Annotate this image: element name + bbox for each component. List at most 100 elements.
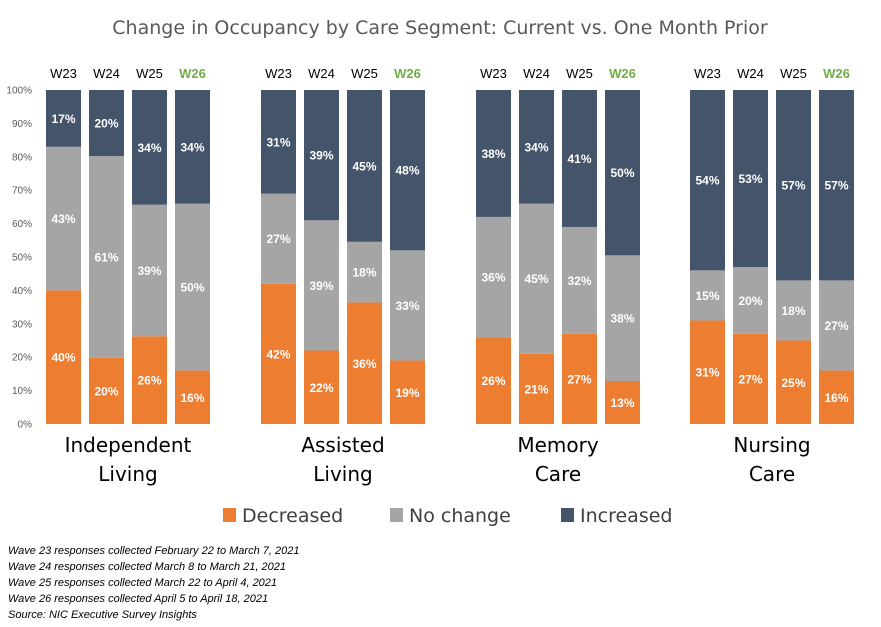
wave-label: W23: [694, 66, 721, 81]
wave-label: W23: [265, 66, 292, 81]
bar-segment-increased: [46, 90, 81, 147]
wave-label: W25: [136, 66, 163, 81]
data-label: 36%: [352, 357, 376, 371]
data-label: 39%: [137, 264, 161, 278]
bar-segment-no-change: [89, 156, 124, 358]
bar-segment-no-change: [819, 280, 854, 371]
care-segment-label: Care: [535, 462, 581, 486]
bar-segment-no-change: [261, 193, 296, 284]
bar-segment-increased: [776, 90, 811, 281]
data-label: 21%: [524, 382, 548, 396]
y-tick-label: 20%: [12, 353, 32, 364]
data-label: 32%: [567, 274, 591, 288]
bar-segment-decreased: [132, 336, 167, 424]
data-label: 27%: [567, 372, 591, 386]
data-label: 41%: [567, 152, 591, 166]
bar-segment-no-change: [390, 250, 425, 361]
data-label: 40%: [51, 351, 75, 365]
bar-segment-no-change: [562, 226, 597, 334]
wave-label: W24: [737, 66, 764, 81]
stacked-bar-chart: Change in Occupancy by Care Segment: Cur…: [6, 17, 854, 527]
bar-segment-decreased: [304, 350, 339, 424]
data-label: 34%: [524, 140, 548, 154]
footnote-wave-23: Wave 23 responses collected February 22 …: [8, 545, 300, 557]
bar-segment-decreased: [776, 340, 811, 424]
bar-segment-increased: [89, 90, 124, 157]
footnote-wave-26: Wave 26 responses collected April 5 to A…: [8, 593, 269, 605]
data-label: 18%: [781, 304, 805, 318]
data-label: 20%: [94, 117, 118, 131]
data-label: 19%: [395, 386, 419, 400]
y-tick-label: 50%: [12, 253, 32, 264]
data-label: 18%: [352, 266, 376, 280]
bar-segment-increased: [562, 90, 597, 227]
data-label: 27%: [266, 232, 290, 246]
data-label: 54%: [695, 174, 719, 188]
data-label: 61%: [94, 251, 118, 265]
y-tick-label: 30%: [12, 319, 32, 330]
bar-segment-no-change: [519, 203, 554, 354]
legend: Decreased No change Increased: [223, 505, 672, 527]
data-label: 20%: [94, 384, 118, 398]
legend-label-increased: Increased: [580, 505, 672, 527]
bar-segment-decreased: [347, 302, 382, 424]
bar-segment-increased: [175, 90, 210, 204]
bar-segment-no-change: [304, 220, 339, 351]
footnote-wave-24: Wave 24 responses collected March 8 to M…: [8, 561, 287, 573]
bar-segment-decreased: [46, 290, 81, 424]
data-label: 50%: [610, 166, 634, 180]
data-label: 27%: [824, 319, 848, 333]
bar-segment-increased: [819, 90, 854, 281]
data-label: 50%: [180, 281, 204, 295]
bar-segment-increased: [347, 90, 382, 242]
chart-title: Change in Occupancy by Care Segment: Cur…: [112, 17, 768, 39]
bar-segment-no-change: [690, 270, 725, 321]
bar-segment-increased: [733, 90, 768, 268]
data-label: 57%: [781, 179, 805, 193]
bar-segment-increased: [132, 90, 167, 205]
data-label: 38%: [610, 312, 634, 326]
bar-segment-decreased: [562, 333, 597, 424]
bar-segment-decreased: [605, 381, 640, 424]
care-segment-label: Assisted: [301, 433, 384, 457]
y-tick-label: 80%: [12, 152, 32, 163]
y-tick-label: 70%: [12, 186, 32, 197]
data-label: 31%: [695, 366, 719, 380]
bar-segment-no-change: [132, 204, 167, 337]
data-label: 48%: [395, 164, 419, 178]
bar-segment-no-change: [733, 267, 768, 334]
wave-label: W24: [523, 66, 550, 81]
data-label: 31%: [266, 135, 290, 149]
data-label: 26%: [137, 374, 161, 388]
bar-segment-increased: [261, 90, 296, 194]
bar-segment-no-change: [605, 255, 640, 382]
data-label: 27%: [738, 372, 762, 386]
y-axis: 0% 10% 20% 30% 40% 50% 60% 70% 80% 90% 100%: [6, 86, 32, 431]
wave-label: W23: [480, 66, 507, 81]
y-tick-label: 40%: [12, 286, 32, 297]
bar-segment-no-change: [476, 216, 511, 338]
bar-segment-decreased: [261, 283, 296, 424]
care-segment-label: Memory: [517, 433, 599, 457]
data-label: 42%: [266, 347, 290, 361]
y-tick-label: 0%: [18, 420, 33, 431]
data-label: 39%: [309, 279, 333, 293]
bar-segment-increased: [304, 90, 339, 221]
legend-swatch-decreased: [223, 508, 236, 522]
data-label: 17%: [51, 112, 75, 126]
data-label: 53%: [738, 172, 762, 186]
bar-segment-decreased: [89, 357, 124, 424]
data-label: 22%: [309, 381, 333, 395]
care-segment-label: Independent: [65, 433, 192, 457]
bar-segment-no-change: [347, 241, 382, 303]
footnote-source: Source: NIC Executive Survey Insights: [8, 609, 197, 621]
bar-segment-increased: [390, 90, 425, 251]
bar-segment-increased: [690, 90, 725, 271]
bar-segment-decreased: [690, 320, 725, 424]
bar-segment-increased: [476, 90, 511, 217]
wave-label: W24: [308, 66, 335, 81]
care-segment-label: Living: [98, 462, 157, 486]
data-label: 34%: [137, 141, 161, 155]
footnotes: Wave 23 responses collected February 22 …: [8, 543, 299, 623]
data-label: 45%: [524, 272, 548, 286]
